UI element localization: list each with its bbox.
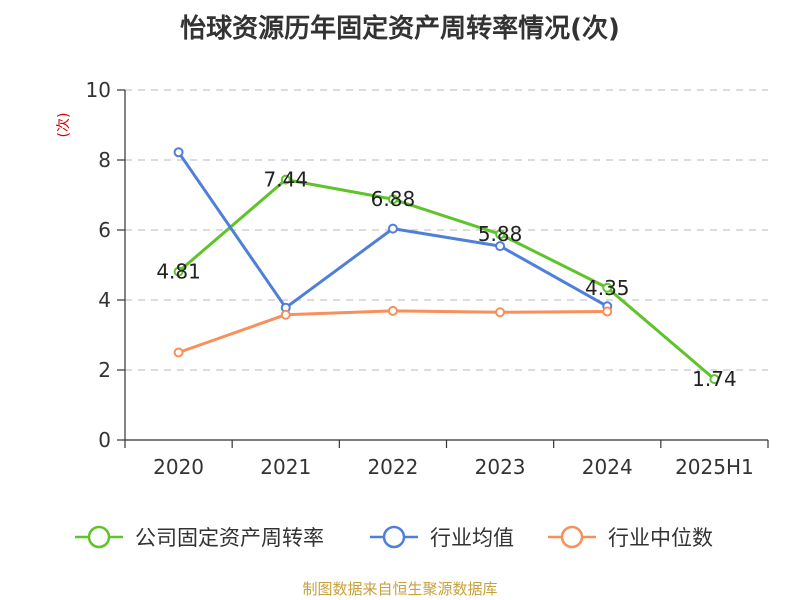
legend-label-0: 公司固定资产周转率: [135, 526, 324, 550]
y-tick-label-0: 0: [98, 428, 111, 452]
data-label-2020: 4.81: [156, 260, 201, 284]
series-0-point-2021: [280, 174, 291, 185]
x-tick-label-2021: 2021: [260, 455, 311, 479]
series-1-point-2020: [173, 147, 184, 158]
series-0-point-2025H1: [709, 374, 720, 385]
series-0-point-2022: [387, 194, 398, 205]
series-1-point-2023: [495, 241, 506, 252]
series-0-point-2023: [495, 229, 506, 240]
data-label-2023: 5.88: [478, 222, 523, 246]
legend-label-2: 行业中位数: [608, 526, 713, 550]
x-tick-label-2025H1: 2025H1: [675, 455, 754, 479]
series-2-point-2023: [495, 307, 506, 318]
series-0-point-2024: [602, 282, 613, 293]
y-tick-label-2: 2: [98, 358, 111, 382]
legend-marker-1: [382, 525, 406, 549]
y-tick-label-10: 10: [86, 78, 111, 102]
gridlines: [125, 89, 768, 371]
data-label-2022: 6.88: [371, 187, 416, 211]
series-2-point-2024: [602, 306, 613, 317]
series-1-point-2022: [387, 223, 398, 234]
series-line-2: [178, 309, 608, 354]
series-0-point-2020: [173, 266, 184, 277]
legend-label-1: 行业均值: [430, 526, 514, 550]
legend-marker-0: [87, 525, 111, 549]
x-tick-label-2023: 2023: [475, 455, 526, 479]
series-2-point-2020: [173, 347, 184, 358]
data-label-2024: 4.35: [585, 276, 630, 300]
y-tick-label-8: 8: [98, 148, 111, 172]
series-lines: [173, 147, 720, 385]
data-source-note: 制图数据来自恒生聚源数据库: [302, 580, 498, 598]
y-tick-label-4: 4: [98, 288, 111, 312]
x-tick-label-2022: 2022: [367, 455, 418, 479]
data-label-2021: 7.44: [263, 168, 308, 192]
data-label-2025H1: 1.74: [692, 367, 737, 391]
y-tick-label-6: 6: [98, 218, 111, 242]
series-2-point-2022: [387, 305, 398, 316]
chart-title: 怡球资源历年固定资产周转率情况(次): [180, 14, 620, 44]
data-labels: 4.81 7.44 6.88 5.88 4.35 1.74: [156, 168, 736, 392]
axes: 0 2 4 6 8 10 2020 2021 2022 2023 2024 2025H1 (次): [56, 78, 769, 479]
y-axis-label: (次): [56, 113, 72, 138]
series-2-point-2021: [280, 309, 291, 320]
legend: 公司固定资产周转率 行业均值 行业中位数: [75, 525, 713, 550]
legend-marker-2: [560, 525, 584, 549]
x-tick-label-2024: 2024: [582, 455, 633, 479]
x-tick-label-2020: 2020: [153, 455, 204, 479]
series-line-0: [177, 178, 716, 381]
